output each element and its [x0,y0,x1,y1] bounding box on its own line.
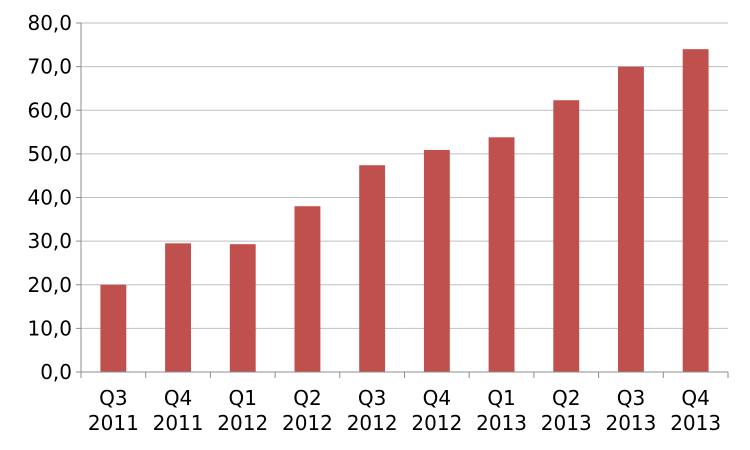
bar [488,137,515,372]
x-tick-label-line: Q2 [293,386,321,410]
x-tick-label-line: Q1 [487,386,515,410]
x-tick-label: Q3 2013 [605,386,656,435]
x-tick-label: Q2 2013 [541,386,592,435]
x-tick-label: Q4 2013 [670,386,721,435]
x-tick-label-line: Q2 [552,386,580,410]
x-tick-label-line: Q4 [681,386,709,410]
x-tick-label: Q3 2011 [88,386,139,435]
x-tick-label-line: Q3 [617,386,645,410]
y-tick-label: 10,0 [27,316,72,340]
bars [100,49,709,373]
bar [618,66,644,372]
bar [294,206,321,372]
bar [553,100,580,372]
x-tick-label-line: 2012 [411,411,462,435]
x-tick-label-line: 2012 [347,411,398,435]
x-tick-label: Q1 2012 [217,386,268,435]
y-tick-label: 50,0 [27,142,72,166]
x-tick-label-line: Q3 [99,386,127,410]
y-tick-label: 80,0 [27,11,72,35]
y-tick-label: 70,0 [27,55,72,79]
bar [100,284,127,372]
x-tick-label-line: Q3 [358,386,386,410]
y-tick-labels: 0,0 10,0 20,0 30,0 40,0 50,0 60,0 70,0 80,0 [27,11,72,384]
x-tick-label: Q2 2012 [282,386,333,435]
x-tick-label-line: 2013 [670,411,721,435]
y-tick-label: 20,0 [27,273,72,297]
x-tick-label-line: 2012 [217,411,268,435]
bar [165,243,191,372]
x-tick-label-line: 2011 [88,411,139,435]
x-tick-label-line: 2011 [153,411,204,435]
x-tick-label: Q1 2013 [476,386,527,435]
y-tick-label: 30,0 [27,229,72,253]
x-tick-label-line: 2012 [282,411,333,435]
y-tick-label: 0,0 [40,360,72,384]
bar [682,49,709,373]
x-tick-label-line: 2013 [605,411,656,435]
x-tick-label-line: Q1 [229,386,257,410]
x-tick-label: Q3 2012 [347,386,398,435]
x-tick-label-line: Q4 [423,386,451,410]
bar [423,149,450,372]
bar [229,244,256,372]
x-tick-label-line: Q4 [164,386,192,410]
x-tick-label-line: 2013 [541,411,592,435]
y-tick-label: 40,0 [27,186,72,210]
bar [359,165,386,372]
x-tick-label-line: 2013 [476,411,527,435]
y-tick-label: 60,0 [27,98,72,122]
x-tick-label: Q4 2011 [153,386,204,435]
x-tick-label: Q4 2012 [411,386,462,435]
axes [76,22,729,378]
